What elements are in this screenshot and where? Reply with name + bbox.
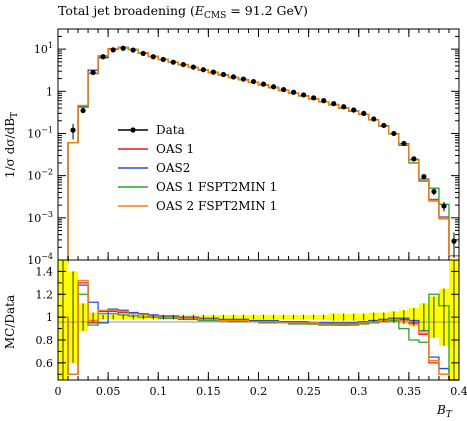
data-point xyxy=(240,76,247,82)
ratio-line-oas-2-fspt2min-1 xyxy=(58,279,459,381)
data-point xyxy=(290,89,297,95)
data-point xyxy=(381,122,387,129)
data-point xyxy=(321,98,327,104)
data-point xyxy=(411,156,417,162)
data-point xyxy=(301,92,307,98)
data-point xyxy=(210,69,216,75)
data-point xyxy=(431,188,437,195)
data-point xyxy=(160,56,166,63)
series-line-oas2 xyxy=(58,46,459,263)
data-point xyxy=(90,69,96,76)
ratio-y-axis-label: MC/Data xyxy=(3,295,17,349)
data-point xyxy=(451,238,457,244)
x-axis-label: BT xyxy=(436,403,453,420)
ratio-y-tick-label: 0.8 xyxy=(36,334,54,347)
data-point xyxy=(250,78,257,85)
data-point xyxy=(351,107,357,113)
data-point xyxy=(130,47,136,53)
legend-label: OAS2 xyxy=(156,161,190,175)
x-tick-label: 0.2 xyxy=(250,385,268,398)
data-point xyxy=(260,81,267,87)
data-point xyxy=(100,54,106,60)
ratio-y-tick-label: 0.6 xyxy=(36,357,54,370)
data-point xyxy=(110,47,116,53)
data-point xyxy=(401,140,407,147)
chart-title: Total jet broadening (ECMS = 91.2 GeV) xyxy=(58,3,308,21)
ratio-line-oas2 xyxy=(58,284,459,381)
data-point xyxy=(331,101,337,107)
y-tick-label: 10−3 xyxy=(27,210,53,225)
y-axis-label: 1/σ dσ/dBT xyxy=(3,112,20,178)
ratio-plot-panel: 0.6 0.8 1 1.2 1.4 0 0.05 0.1 0.15 0.2 0.25 0.3 0.35… xyxy=(36,259,467,398)
data-point xyxy=(441,203,447,209)
y-tick-label: 101 xyxy=(34,41,53,56)
series-line-oas-1-fspt2min-1 xyxy=(58,47,459,263)
ratio-y-tick-label: 1.4 xyxy=(36,265,54,278)
data-point xyxy=(220,71,227,78)
y-tick-label: 10−1 xyxy=(27,125,53,140)
data-point xyxy=(180,61,186,68)
x-tick-label: 0.35 xyxy=(397,385,422,398)
ratio-y-tick-label: 1.2 xyxy=(36,288,54,301)
ratio-line-oas-1-fspt2min-1 xyxy=(58,293,459,381)
x-tick-label: 0.3 xyxy=(350,385,368,398)
data-point xyxy=(150,54,156,60)
x-tick-label: 0.25 xyxy=(296,385,321,398)
y-tick-label: 10−2 xyxy=(27,168,53,183)
data-point xyxy=(311,95,317,101)
legend: Data OAS 1 OAS2 OAS 1 FSPT2MIN 1 OAS 2 FSPT2… xyxy=(118,123,277,213)
data-point xyxy=(80,107,86,114)
series-line-oas-1 xyxy=(58,46,459,263)
ratio-y-tick-label: 1 xyxy=(46,311,53,324)
x-tick-label: 0.1 xyxy=(150,385,168,398)
data-point xyxy=(270,84,277,90)
y-tick-label: 1 xyxy=(46,85,53,98)
data-point xyxy=(140,50,146,57)
ratio-line-oas-1 xyxy=(58,282,459,381)
legend-label: OAS 1 xyxy=(156,142,194,156)
legend-label: OAS 1 FSPT2MIN 1 xyxy=(156,180,277,194)
data-point xyxy=(200,67,206,73)
data-point xyxy=(361,110,367,116)
data-point xyxy=(230,74,237,80)
data-point xyxy=(421,173,427,180)
legend-label: Data xyxy=(156,123,185,137)
data-point xyxy=(120,45,126,51)
data-point xyxy=(341,104,347,110)
legend-data-marker xyxy=(130,127,136,133)
legend-label: OAS 2 FSPT2MIN 1 xyxy=(156,199,277,213)
x-tick-label: 0.05 xyxy=(96,385,121,398)
data-point xyxy=(190,64,196,70)
series-line-oas-2-fspt2min-1 xyxy=(58,46,459,263)
data-point xyxy=(70,127,76,133)
data-point xyxy=(170,59,176,65)
data-point xyxy=(371,116,377,122)
y-tick-label: 10−4 xyxy=(27,252,53,267)
main-plot-panel: 101 1 10−1 10−2 10−3 10−4 xyxy=(27,28,460,267)
data-point xyxy=(391,130,397,137)
data-point xyxy=(280,86,287,93)
x-tick-label: 0.4 xyxy=(450,385,467,398)
x-tick-label: 0 xyxy=(55,385,62,398)
x-tick-label: 0.15 xyxy=(196,385,221,398)
